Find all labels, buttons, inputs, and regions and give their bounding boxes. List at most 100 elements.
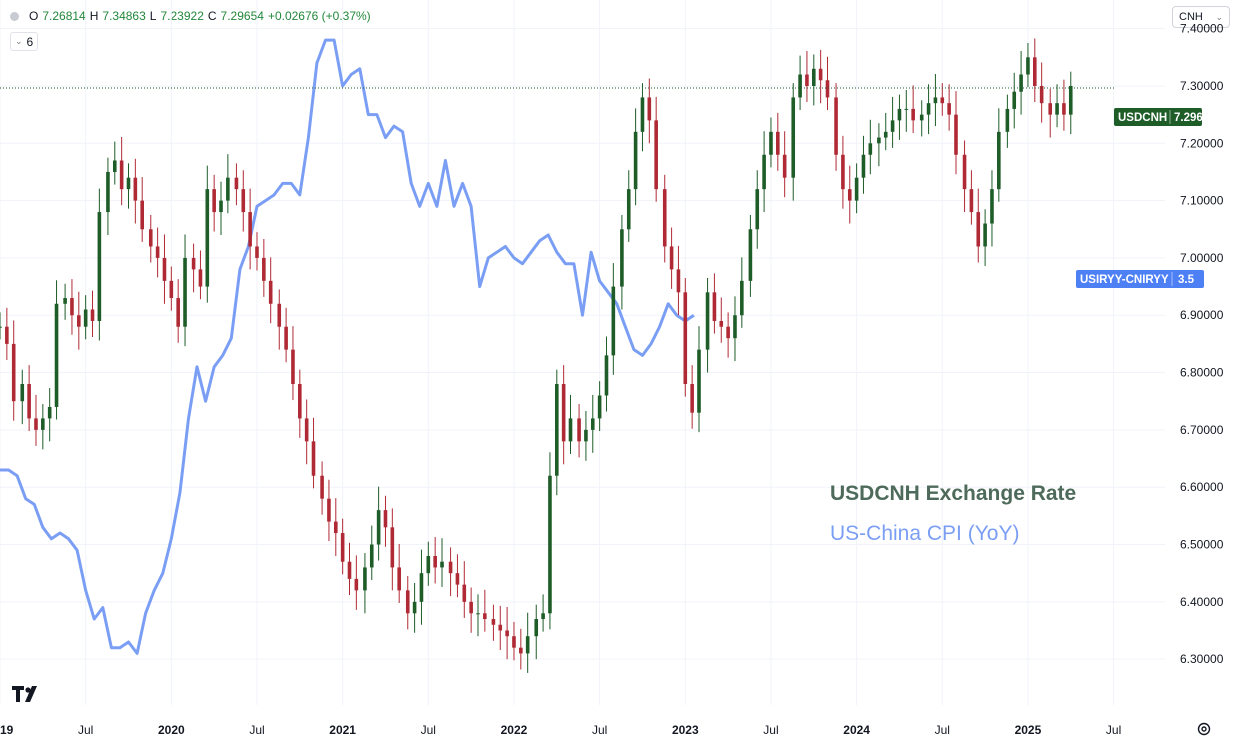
candle <box>919 100 924 137</box>
candle <box>255 232 259 271</box>
candle <box>77 291 81 350</box>
candle <box>369 525 374 581</box>
series-visibility-dot[interactable] <box>10 11 19 21</box>
open-value: 7.26814 <box>42 9 86 23</box>
candle <box>483 589 487 632</box>
candle <box>584 410 588 461</box>
x-tick-label: 2024 <box>843 723 870 737</box>
open-label: O <box>29 9 39 23</box>
candle <box>726 312 730 358</box>
candle <box>877 123 881 167</box>
candle <box>133 158 138 224</box>
candle <box>241 170 246 232</box>
y-tick-label: 6.40000 <box>1180 595 1224 609</box>
interval-toggle[interactable]: ⌄ 6 <box>10 32 39 51</box>
candle <box>248 188 252 270</box>
candle <box>462 561 467 618</box>
candle <box>106 157 110 235</box>
candle <box>604 336 609 412</box>
candle <box>1068 71 1073 135</box>
candle <box>997 108 1001 202</box>
candle <box>897 94 902 140</box>
x-tick-label: Jul <box>1106 723 1121 737</box>
candle <box>640 83 645 152</box>
symbol-select-value: CNH <box>1179 11 1203 23</box>
candle <box>969 170 974 225</box>
candle <box>155 227 160 278</box>
y-tick-label: 7.10000 <box>1180 194 1224 208</box>
cpi-series-line <box>0 38 695 655</box>
candle <box>219 181 223 235</box>
y-tick-label: 6.30000 <box>1180 652 1224 666</box>
candle <box>755 170 760 249</box>
candle <box>868 119 873 175</box>
candle <box>27 365 31 432</box>
candle <box>191 243 196 293</box>
candle <box>47 388 52 442</box>
x-tick-label: 2023 <box>672 723 699 737</box>
candle <box>854 163 859 214</box>
candlestick-layer <box>0 38 1073 673</box>
candle <box>890 96 895 148</box>
symbol-select[interactable]: CNH ⌄ <box>1172 6 1230 28</box>
candle <box>719 297 724 343</box>
candle <box>363 553 367 614</box>
gear-icon[interactable] <box>1196 721 1212 737</box>
candle <box>633 108 638 206</box>
high-label: H <box>89 9 99 23</box>
x-tick-label: 2021 <box>329 723 356 737</box>
candle <box>626 170 631 242</box>
y-tick-label: 6.70000 <box>1180 423 1224 437</box>
candle <box>555 369 559 496</box>
usdcnh-tag-name: USDCNH <box>1118 112 1167 124</box>
candle <box>712 273 717 334</box>
candle <box>383 495 388 547</box>
candle <box>354 555 359 610</box>
candle <box>112 141 117 185</box>
candle <box>455 554 460 598</box>
chevron-down-icon: ⌄ <box>15 36 23 46</box>
candle <box>669 227 674 289</box>
candle <box>162 234 167 304</box>
candle <box>405 576 410 630</box>
legend-usdcnh: USDCNH Exchange Rate <box>830 482 1076 505</box>
candle <box>448 547 453 597</box>
y-tick-label: 7.30000 <box>1180 79 1224 93</box>
candle <box>505 606 509 660</box>
candle <box>733 296 737 362</box>
candle <box>262 239 266 297</box>
candle <box>419 549 424 625</box>
candle <box>697 326 701 433</box>
candle <box>782 131 787 198</box>
candle <box>904 89 909 132</box>
candle <box>776 112 780 171</box>
candle <box>390 508 395 591</box>
candle <box>176 279 180 343</box>
candle <box>469 587 473 633</box>
candle <box>126 163 131 209</box>
candle <box>597 381 602 432</box>
candle <box>740 257 744 328</box>
candle <box>791 83 796 201</box>
y-tick-label: 6.60000 <box>1180 480 1224 494</box>
candle <box>320 461 324 515</box>
candle <box>311 417 316 489</box>
low-label: L <box>149 9 157 23</box>
candle <box>762 131 766 213</box>
candle <box>433 537 437 584</box>
y-tick-label: 6.50000 <box>1180 538 1224 552</box>
candle <box>291 326 295 401</box>
cpi-line-layer <box>0 38 695 655</box>
candle <box>541 594 545 632</box>
candle <box>1062 79 1066 131</box>
candle <box>5 307 9 360</box>
candle <box>1026 42 1030 88</box>
usdcnh-price-tag: USDCNH 7.29654 <box>1114 108 1216 126</box>
candle <box>90 290 95 338</box>
y-tick-label: 7.40000 <box>1180 22 1224 36</box>
candle <box>654 96 658 202</box>
y-tick-label: 7.00000 <box>1180 251 1224 265</box>
x-tick-label: Jul <box>592 723 607 737</box>
candle <box>376 486 381 561</box>
